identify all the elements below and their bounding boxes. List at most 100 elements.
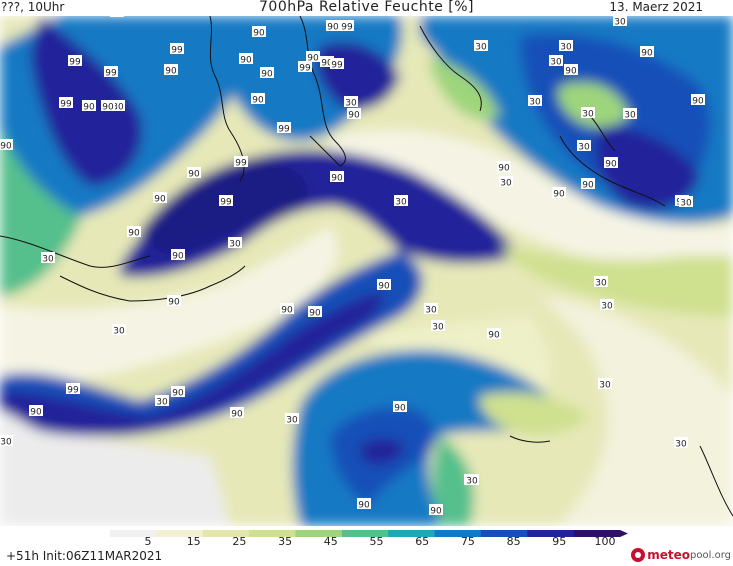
- brand-name: meteo: [647, 548, 691, 562]
- meteopool-logo[interactable]: meteo pool.org: [631, 546, 731, 564]
- contour-label: 30: [0, 435, 13, 448]
- svg-text:30: 30: [466, 477, 478, 487]
- contour-label: 30: [41, 252, 55, 265]
- colorbar-end-arrow: [620, 530, 628, 537]
- svg-text:30: 30: [675, 440, 687, 450]
- contour-label: 30: [559, 40, 573, 53]
- contour-label: 30: [465, 474, 479, 487]
- contour-label: 30: [577, 140, 591, 153]
- contour-label: 99: [340, 20, 354, 33]
- svg-text:90: 90: [165, 67, 177, 77]
- svg-text:99: 99: [60, 100, 72, 110]
- header-location-time: ???, 10Uhr: [1, 0, 65, 14]
- contour-label: 30: [112, 324, 126, 337]
- contour-label: 90: [239, 53, 253, 66]
- svg-text:90: 90: [0, 142, 12, 152]
- svg-text:90: 90: [553, 190, 565, 200]
- colorbar: 5 15 25 35 45 55 65 75 85 95 100: [110, 530, 628, 546]
- svg-text:90: 90: [605, 160, 617, 170]
- contour-label: 90: [153, 192, 167, 205]
- svg-text:99: 99: [341, 23, 353, 33]
- contour-label: 30: [155, 395, 169, 408]
- contour-label: 90: [127, 226, 141, 239]
- contour-label: 90: [252, 26, 266, 39]
- contour-label: 99: [104, 66, 118, 79]
- contour-label: 90: [552, 187, 566, 200]
- svg-text:30: 30: [345, 99, 357, 109]
- humidity-field: 9099909099999990909099909990999030903090…: [0, 16, 733, 526]
- svg-text:90: 90: [692, 97, 704, 107]
- svg-text:30: 30: [529, 98, 541, 108]
- svg-text:90: 90: [30, 408, 42, 418]
- contour-label: 30: [581, 107, 595, 120]
- svg-text:99: 99: [111, 16, 123, 19]
- svg-text:90: 90: [253, 29, 265, 39]
- humidity-field-layers: [0, 16, 733, 526]
- contour-label: 90: [280, 303, 294, 316]
- colorbar-segment: [480, 530, 528, 537]
- forecast-run-info: +51h Init:06Z11MAR2021: [6, 549, 163, 563]
- svg-text:30: 30: [601, 302, 613, 312]
- contour-label: 99: [170, 43, 184, 56]
- contour-label: 90: [393, 401, 407, 414]
- svg-text:99: 99: [299, 64, 311, 74]
- contour-label: 90: [251, 93, 265, 106]
- contour-label: 90: [487, 328, 501, 341]
- contour-label: 90: [164, 64, 178, 77]
- svg-text:90: 90: [252, 96, 264, 106]
- svg-text:30: 30: [156, 398, 168, 408]
- svg-text:30: 30: [578, 143, 590, 153]
- svg-text:90: 90: [488, 331, 500, 341]
- colorbar-tick-label: 95: [552, 535, 566, 546]
- colorbar-segment: [156, 530, 204, 537]
- contour-label: 99: [66, 383, 80, 396]
- contour-label: 90: [306, 51, 320, 64]
- contour-label: 99: [68, 55, 82, 68]
- contour-label: 30: [674, 437, 688, 450]
- svg-text:90: 90: [321, 59, 333, 69]
- contour-labels: 9099909099999990909099909990999030903090…: [0, 16, 705, 517]
- colorbar-tick-label: 25: [232, 535, 246, 546]
- contour-label: 30: [424, 303, 438, 316]
- svg-text:90: 90: [172, 389, 184, 399]
- svg-text:90: 90: [83, 103, 95, 113]
- svg-text:99: 99: [331, 61, 343, 71]
- svg-text:90: 90: [188, 170, 200, 180]
- svg-text:30: 30: [614, 18, 626, 28]
- svg-text:90: 90: [331, 174, 343, 184]
- contour-label: 99: [234, 156, 248, 169]
- contour-label: 99: [277, 122, 291, 135]
- svg-text:90: 90: [498, 164, 510, 174]
- colorbar-tick-label: 5: [145, 535, 152, 546]
- svg-text:90: 90: [394, 404, 406, 414]
- svg-text:90: 90: [348, 111, 360, 121]
- svg-text:99: 99: [69, 58, 81, 68]
- svg-text:90: 90: [307, 54, 319, 64]
- svg-text:90: 90: [641, 49, 653, 59]
- colorbar-segment: [295, 530, 343, 537]
- contour-label: 90: [691, 94, 705, 107]
- svg-text:30: 30: [680, 199, 692, 209]
- svg-text:90: 90: [430, 507, 442, 517]
- colorbar-segment: [249, 530, 297, 537]
- contour-label: 30: [528, 95, 542, 108]
- contour-label: 90: [29, 405, 43, 418]
- contour-label: 90: [167, 295, 181, 308]
- svg-text:90: 90: [261, 70, 273, 80]
- contour-label: 90: [187, 167, 201, 180]
- contour-label: 30: [598, 378, 612, 391]
- contour-label: 30: [228, 237, 242, 250]
- contour-label: 90: [640, 46, 654, 59]
- svg-text:30: 30: [113, 327, 125, 337]
- contour-label: 99: [330, 58, 344, 71]
- svg-text:30: 30: [582, 110, 594, 120]
- colorbar-tick-label: 45: [324, 535, 338, 546]
- contour-label: 90: [326, 20, 340, 33]
- header-date: 13. Maerz 2021: [609, 0, 703, 14]
- contour-label: 90: [604, 157, 618, 170]
- colorbar-tick-label: 65: [415, 535, 429, 546]
- colorbar-tick-label: 85: [507, 535, 521, 546]
- svg-text:90: 90: [327, 23, 339, 33]
- contour-label: 90: [82, 100, 96, 113]
- svg-text:30: 30: [395, 198, 407, 208]
